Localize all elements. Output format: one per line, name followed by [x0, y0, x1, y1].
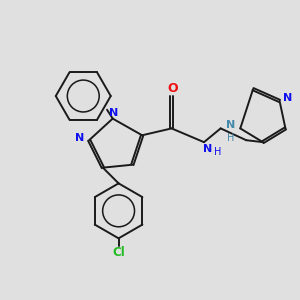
Text: H: H [227, 133, 234, 143]
Text: N: N [226, 121, 235, 130]
Text: N: N [75, 133, 84, 143]
Text: N: N [283, 93, 292, 103]
Text: H: H [214, 147, 221, 157]
Text: O: O [167, 82, 178, 95]
Text: Cl: Cl [112, 246, 125, 259]
Text: N: N [203, 144, 212, 154]
Text: N: N [109, 108, 118, 118]
